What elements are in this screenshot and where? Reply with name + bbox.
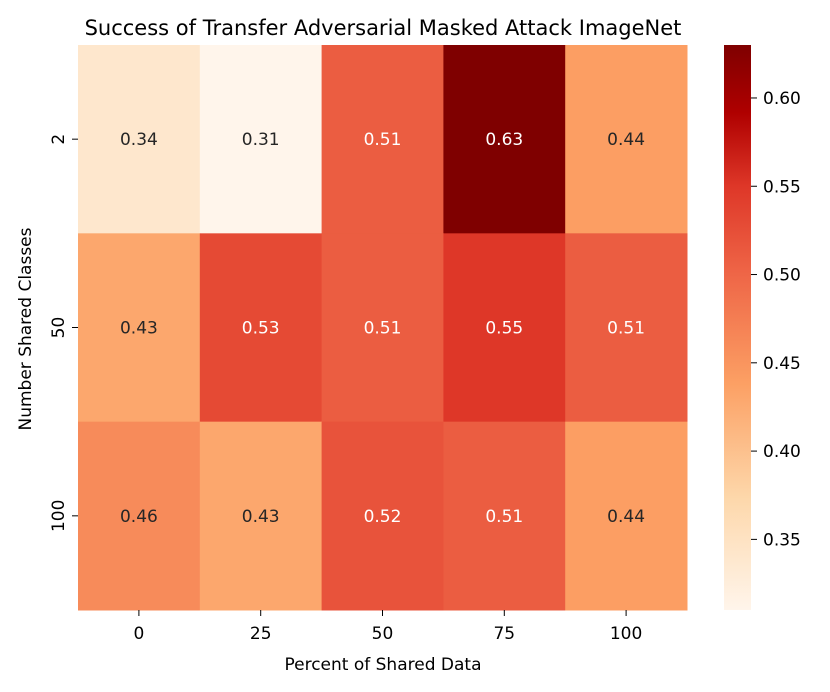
heatmap-cell xyxy=(321,233,444,423)
x-tick-label: 100 xyxy=(610,624,642,644)
x-tick-label: 25 xyxy=(250,624,272,644)
heatmap-cell-label: 0.31 xyxy=(242,130,280,150)
colorbar-tick-label: 0.50 xyxy=(763,266,801,286)
heatmap-cell xyxy=(443,233,566,423)
heatmap-cell-label: 0.63 xyxy=(485,130,523,150)
y-tick-label: 50 xyxy=(49,317,69,339)
colorbar-tick-label: 0.45 xyxy=(763,354,801,374)
y-axis-ticks: 2 50 100 xyxy=(49,134,78,532)
heatmap-cell-label: 0.46 xyxy=(120,507,158,527)
x-axis-ticks: 0 25 50 75 100 xyxy=(133,610,642,644)
heatmap-cell-label: 0.44 xyxy=(607,130,645,150)
heatmap-cell xyxy=(199,233,323,423)
heatmap-cell-label: 0.52 xyxy=(364,507,402,527)
y-axis-label: Number Shared Classes xyxy=(16,227,36,430)
colorbar-tick-label: 0.60 xyxy=(763,89,801,109)
heatmap-cell-label: 0.51 xyxy=(485,507,523,527)
heatmap-cell xyxy=(78,45,201,234)
colorbar xyxy=(724,45,751,610)
heatmap-cell-label: 0.55 xyxy=(485,319,523,339)
heatmap-cell-label: 0.43 xyxy=(242,507,280,527)
heatmap-cell xyxy=(78,233,201,423)
heatmap-cell xyxy=(443,45,566,234)
x-tick-label: 75 xyxy=(493,624,515,644)
heatmap-cell-label: 0.51 xyxy=(364,319,402,339)
heatmap-cell-label: 0.51 xyxy=(607,319,645,339)
x-tick-label: 0 xyxy=(133,624,144,644)
colorbar-tick-label: 0.35 xyxy=(763,530,801,550)
colorbar-tick-label: 0.55 xyxy=(763,177,801,197)
heatmap-cell-label: 0.44 xyxy=(607,507,645,527)
heatmap-cell xyxy=(443,421,566,611)
heatmap-cell-label: 0.43 xyxy=(120,319,158,339)
heatmap-cell xyxy=(78,421,201,611)
y-tick-label: 100 xyxy=(49,500,69,532)
heatmap-cell xyxy=(321,45,444,234)
heatmap-cell-label: 0.34 xyxy=(120,130,158,150)
heatmap-cell-labels: 0.34 0.31 0.51 0.63 0.44 0.43 0.53 0.51 0.55 0.51… xyxy=(120,130,645,527)
heatmap-cell-label: 0.53 xyxy=(242,319,280,339)
heatmap-cell xyxy=(321,421,444,611)
heatmap-cell xyxy=(565,233,688,423)
heatmap-cell xyxy=(199,45,323,234)
x-axis-label: Percent of Shared Data xyxy=(284,655,481,675)
colorbar-tick-label: 0.40 xyxy=(763,442,801,462)
colorbar-ticks: 0.35 0.40 0.45 0.50 0.55 0.60 xyxy=(751,89,801,550)
chart-title: Success of Transfer Adversarial Masked A… xyxy=(85,16,682,40)
heatmap-cell xyxy=(565,45,688,234)
heatmap-cell-label: 0.51 xyxy=(364,130,402,150)
heatmap-cells xyxy=(78,45,688,611)
y-tick-label: 2 xyxy=(49,134,69,145)
heatmap-cell xyxy=(199,421,323,611)
x-tick-label: 50 xyxy=(372,624,394,644)
heatmap-cell xyxy=(565,421,688,611)
